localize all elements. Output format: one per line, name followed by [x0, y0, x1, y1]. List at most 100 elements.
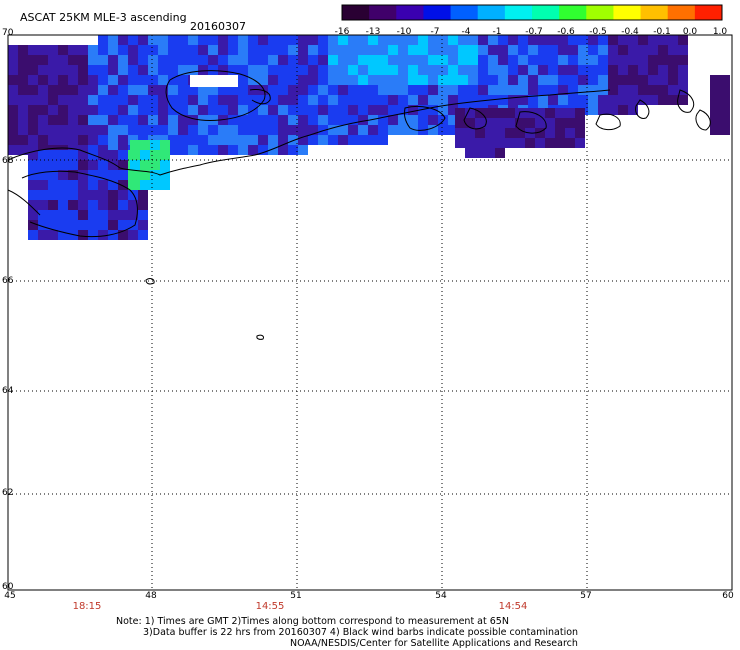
colorbar-tick: -1: [492, 27, 502, 37]
swath-cell: [118, 55, 128, 65]
swath-cell: [308, 75, 318, 85]
swath-cell: [8, 145, 18, 155]
swath-cell: [398, 45, 408, 55]
swath-cell: [668, 75, 678, 85]
swath-cell: [448, 115, 458, 125]
swath-cell: [568, 35, 578, 45]
swath-cell: [448, 85, 458, 95]
colorbar-segment: [450, 5, 479, 20]
swath-cell: [508, 55, 518, 65]
swath-cell: [160, 170, 170, 180]
swath-cell: [238, 115, 248, 125]
swath-cell: [198, 145, 208, 155]
swath-cell: [448, 45, 458, 55]
swath-cell: [478, 95, 488, 105]
swath-cell: [218, 135, 228, 145]
swath-cell: [8, 75, 18, 85]
swath-cell: [98, 160, 108, 170]
colorbar-tick: 1.0: [712, 27, 728, 37]
swath-cell: [468, 45, 478, 55]
swath-cell: [158, 55, 168, 65]
swath-cell: [58, 170, 68, 180]
swath-cell: [118, 65, 128, 75]
swath-cell: [555, 118, 565, 128]
swath-cell: [598, 55, 608, 65]
swath-cell: [238, 65, 248, 75]
swath-cell: [348, 35, 358, 45]
swath-cell: [678, 65, 688, 75]
swath-cell: [558, 95, 568, 105]
swath-cell: [38, 105, 48, 115]
swath-cell: [278, 125, 288, 135]
swath-cell: [218, 95, 228, 105]
swath-cell: [208, 145, 218, 155]
swath-cell: [618, 35, 628, 45]
lat-label: 60: [2, 582, 14, 592]
swath-cell: [398, 35, 408, 45]
swath-cell: [358, 75, 368, 85]
swath-cell: [458, 35, 468, 45]
swath-cell: [338, 85, 348, 95]
swath-cell: [108, 230, 118, 240]
swath-cell: [8, 55, 18, 65]
swath-cell: [108, 55, 118, 65]
swath-cell: [238, 105, 248, 115]
swath-cell: [58, 210, 68, 220]
swath-cell: [720, 125, 730, 135]
swath-cell: [478, 75, 488, 85]
swath-cell: [138, 45, 148, 55]
swath-cell: [710, 95, 720, 105]
swath-cell: [128, 200, 138, 210]
swath-cell: [438, 75, 448, 85]
colorbar-segment: [423, 5, 452, 20]
swath-cell: [228, 95, 238, 105]
swath-cell: [268, 145, 278, 155]
swath-cell: [498, 45, 508, 55]
swath-cell: [68, 55, 78, 65]
swath-cell: [378, 115, 388, 125]
swath-cell: [575, 118, 585, 128]
swath-cell: [628, 65, 638, 75]
swath-cell: [508, 95, 518, 105]
swath-cell: [158, 75, 168, 85]
swath-cell: [118, 190, 128, 200]
swath-cell: [318, 135, 328, 145]
swath-cell: [188, 55, 198, 65]
swath-cell: [368, 35, 378, 45]
swath-cell: [68, 160, 78, 170]
swath-cell: [8, 45, 18, 55]
swath-cell: [108, 125, 118, 135]
swath-cell: [678, 85, 688, 95]
swath-cell: [418, 55, 428, 65]
swath-cell: [338, 135, 348, 145]
swath-cell: [658, 65, 668, 75]
swath-cell: [505, 128, 515, 138]
swath-cell: [338, 95, 348, 105]
swath-cell: [638, 55, 648, 65]
swath-cell: [208, 35, 218, 45]
swath-cell: [68, 75, 78, 85]
swath-cell: [168, 145, 178, 155]
swath-cell: [505, 118, 515, 128]
swath-cell: [178, 135, 188, 145]
swath-cell: [138, 210, 148, 220]
swath-cell: [588, 45, 598, 55]
swath-cell: [678, 45, 688, 55]
swath-cell: [508, 35, 518, 45]
swath-cell: [418, 95, 428, 105]
swath-cell: [198, 45, 208, 55]
swath-cell: [668, 85, 678, 95]
pass-time-label: 14:55: [255, 601, 285, 612]
swath-cell: [278, 145, 288, 155]
swath-cell: [478, 85, 488, 95]
swath-cell: [88, 95, 98, 105]
swath-cell: [198, 95, 208, 105]
swath-cell: [228, 55, 238, 65]
swath-cell: [328, 135, 338, 145]
swath-cell: [218, 55, 228, 65]
swath-cell: [308, 125, 318, 135]
swath-cell: [338, 125, 348, 135]
swath-cell: [348, 115, 358, 125]
swath-cell: [618, 95, 628, 105]
swath-cell: [318, 35, 328, 45]
